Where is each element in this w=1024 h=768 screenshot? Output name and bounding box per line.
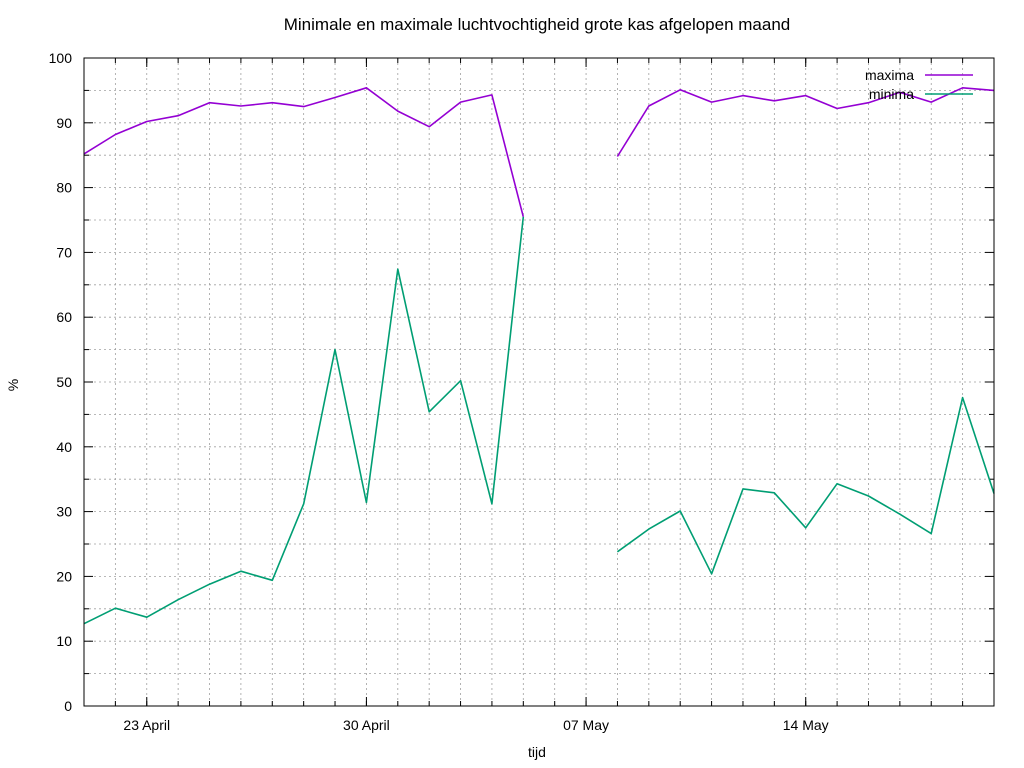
series-line-maxima — [616, 87, 995, 157]
x-axis-label: tijd — [528, 744, 546, 760]
series-lines — [83, 87, 995, 625]
axis-ticks: 0 10 20 30 40 50 60 70 80 90 100 23 April 30 April 07… — [49, 50, 994, 733]
plot-frame — [83, 57, 995, 707]
chart-title: Minimale en maximale luchtvochtigheid gr… — [284, 15, 791, 34]
legend-label-maxima: maxima — [865, 67, 914, 83]
x-tick-label: 23 April — [123, 717, 170, 733]
x-tick-label: 30 April — [343, 717, 390, 733]
y-axis-label: % — [5, 379, 21, 391]
y-tick-label: 100 — [49, 50, 73, 66]
y-tick-label: 80 — [56, 180, 72, 196]
series-line-maxima — [83, 87, 525, 217]
y-tick-label: 20 — [56, 568, 72, 584]
y-tick-label: 50 — [56, 374, 72, 390]
y-tick-label: 0 — [64, 698, 72, 714]
y-tick-label: 30 — [56, 504, 72, 520]
series-line-minima — [83, 216, 525, 625]
y-tick-label: 70 — [56, 244, 72, 260]
y-tick-label: 40 — [56, 439, 72, 455]
y-tick-label: 10 — [56, 633, 72, 649]
y-tick-label: 60 — [56, 309, 72, 325]
x-tick-label: 07 May — [563, 717, 609, 733]
series-line-minima — [616, 396, 995, 575]
legend: maxima minima — [865, 67, 973, 102]
x-tick-label: 14 May — [783, 717, 829, 733]
y-tick-label: 90 — [56, 115, 72, 131]
grid-lines — [84, 58, 994, 706]
legend-label-minima: minima — [869, 86, 914, 102]
